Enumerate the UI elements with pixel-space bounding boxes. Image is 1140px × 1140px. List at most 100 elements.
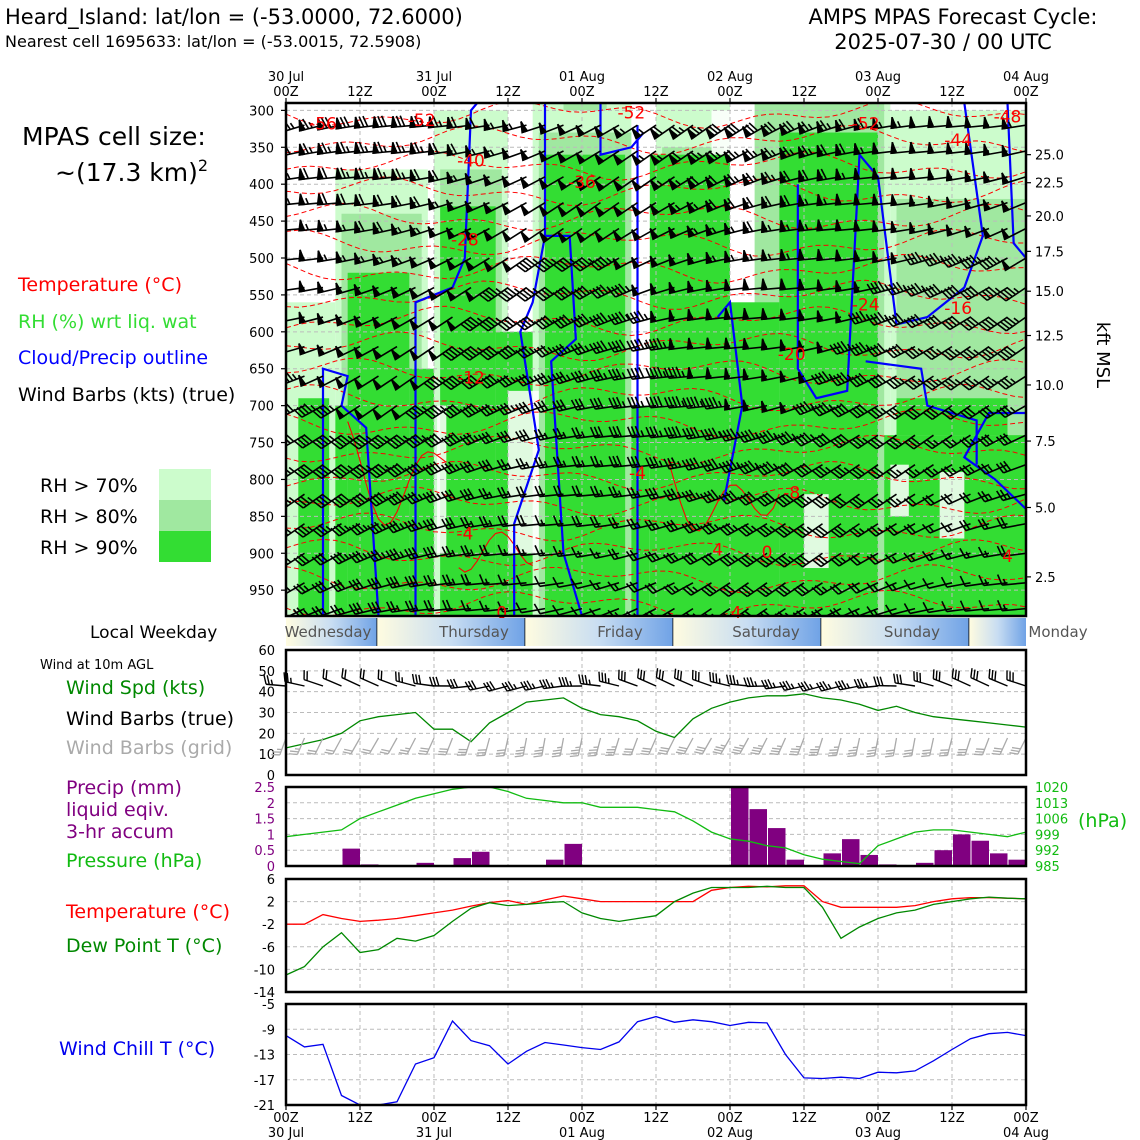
barb-shaft xyxy=(521,493,546,498)
barb-shaft xyxy=(539,463,564,469)
barb-full xyxy=(873,676,878,686)
barb-half xyxy=(484,604,489,612)
barb-full xyxy=(392,492,402,503)
legend-precip-2: liquid eqiv. xyxy=(66,799,169,821)
barb-full xyxy=(414,433,424,443)
barb-full xyxy=(315,438,326,447)
barb-half xyxy=(303,585,310,591)
barb-shaft xyxy=(465,581,490,586)
barb-half xyxy=(417,522,423,529)
top-hour-label: 12Z xyxy=(643,85,669,100)
rh90-area xyxy=(730,302,780,616)
barb-full xyxy=(425,464,435,474)
barb-half xyxy=(503,548,508,556)
barb-full xyxy=(337,495,347,504)
barb-full xyxy=(376,194,384,206)
barb-shaft xyxy=(465,552,490,557)
barb-full xyxy=(371,602,378,613)
barb-full xyxy=(423,410,433,420)
barb-full xyxy=(485,459,493,470)
temp-contour xyxy=(286,103,1026,129)
barb-full xyxy=(501,515,508,527)
barb-full xyxy=(370,550,379,561)
barb-full xyxy=(296,438,307,447)
barb-full xyxy=(296,527,307,536)
barb-full xyxy=(515,749,525,752)
temp-contour-label: 0 xyxy=(762,543,773,563)
barb-half xyxy=(341,224,347,231)
barb-half xyxy=(399,522,405,529)
wind-barb xyxy=(497,515,527,528)
barb-full xyxy=(373,168,380,180)
barb-shaft xyxy=(523,345,546,359)
barb-full xyxy=(260,497,269,508)
barb-full xyxy=(321,193,328,205)
barb-full xyxy=(262,121,269,132)
barb-full xyxy=(460,545,467,557)
barb-full xyxy=(398,672,400,682)
barb-full xyxy=(488,374,498,383)
temp-contour-label: -52 xyxy=(617,104,645,124)
barb-half xyxy=(531,683,536,689)
barb-full xyxy=(441,437,451,447)
barb-half xyxy=(506,462,512,469)
pressure-tick-label: 800 xyxy=(249,473,274,488)
wind-barb xyxy=(533,428,564,441)
barb-full xyxy=(260,609,268,620)
temp-contour xyxy=(286,434,1026,465)
barb-full xyxy=(404,467,414,477)
barb-half xyxy=(550,258,557,264)
barb-full xyxy=(303,464,314,473)
barb-full xyxy=(445,199,455,210)
barb-full xyxy=(431,169,439,181)
wind-barb xyxy=(538,150,564,163)
legend-precip: Precip (mm) xyxy=(66,777,182,799)
barb-half xyxy=(310,404,316,411)
barb-full xyxy=(459,408,469,418)
wind-barb xyxy=(293,552,324,567)
wind-barb xyxy=(441,432,472,447)
wind-barb xyxy=(422,433,453,448)
barb-shaft xyxy=(502,522,527,528)
wind-barb xyxy=(538,227,564,244)
barb-full xyxy=(437,753,446,756)
barb-full xyxy=(340,464,351,473)
wind-barb-grid xyxy=(921,737,935,758)
precip-bar xyxy=(749,809,767,866)
legend-rh: RH (%) wrt liq. wat xyxy=(18,311,197,333)
barb-half xyxy=(733,151,740,157)
bottom-hour-label: 00Z xyxy=(717,1111,743,1126)
barb-full xyxy=(584,674,588,685)
barb-full xyxy=(448,377,458,386)
wind-barb xyxy=(349,434,379,450)
barb-full xyxy=(496,749,506,752)
barb-full xyxy=(348,604,356,615)
barb-half xyxy=(328,405,335,411)
barb-full xyxy=(469,117,476,128)
barb-full xyxy=(348,553,358,564)
barb-shaft xyxy=(286,124,287,135)
barb-full xyxy=(355,522,365,532)
barb-full xyxy=(312,528,322,538)
temp-contour-label: 4 xyxy=(1002,547,1013,567)
pressure-tick-label: 999 xyxy=(1035,828,1060,843)
barb-half xyxy=(643,313,649,320)
barb-full xyxy=(426,408,437,418)
barb-full xyxy=(264,340,270,351)
barb-full xyxy=(521,317,532,327)
barb-half xyxy=(399,551,405,558)
wind-barb xyxy=(372,375,398,391)
barb-full xyxy=(312,470,323,480)
wind-barb xyxy=(422,546,453,559)
barb-half xyxy=(439,405,446,411)
wind-title: Wind at 10m AGL xyxy=(40,658,154,673)
barb-shaft xyxy=(412,463,435,477)
barb-shaft xyxy=(539,552,564,557)
wind-barb xyxy=(477,403,509,417)
barb-full xyxy=(407,409,418,418)
barb-pennant xyxy=(372,378,383,391)
barb-shaft xyxy=(484,581,509,586)
barb-full xyxy=(466,404,476,414)
wind-barb xyxy=(496,486,527,499)
wind-barb xyxy=(515,602,546,614)
